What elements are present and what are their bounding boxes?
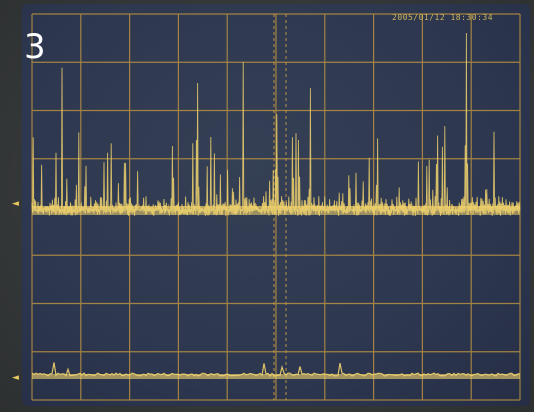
scope-screen [22,4,530,406]
channel-1-ground-marker: ◄ [12,200,19,209]
scope-trace-display [22,4,530,406]
channel-2-ground-marker: ◄ [12,374,19,383]
screen-glare [22,4,530,406]
scope-datetime-readout: 2005/01/12 18:30:34 [392,14,493,22]
panel-label: 3 [24,30,46,64]
